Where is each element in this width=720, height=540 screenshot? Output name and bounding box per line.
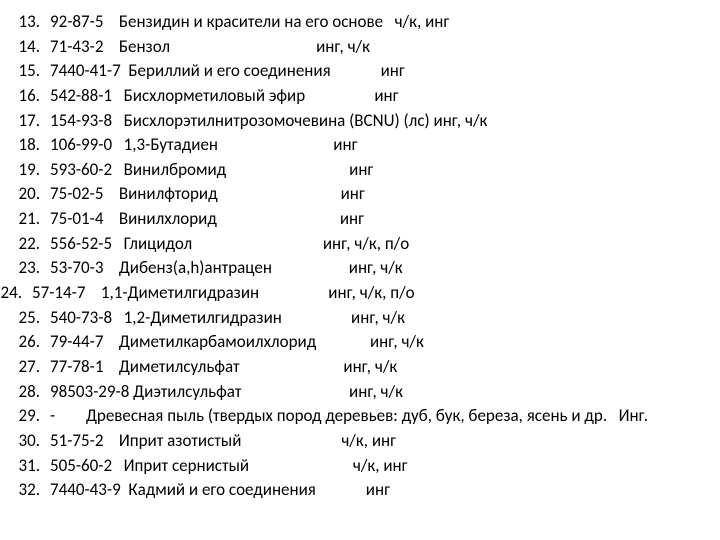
- item-text: 542-88-1 Бисхлорметиловый эфир инг: [50, 84, 710, 109]
- item-text: 92-87-5 Бензидин и красители на его осно…: [50, 10, 710, 35]
- list-item: 18.106-99-0 1,3-Бутадиен инг: [0, 133, 710, 158]
- item-text: 505-60-2 Иприт сернистый ч/к, инг: [50, 454, 710, 479]
- item-text: 556-52-5 Глицидол инг, ч/к, п/о: [50, 232, 710, 257]
- item-number: 25.: [0, 306, 50, 331]
- item-text: 77-78-1 Диметилсульфат инг, ч/к: [50, 355, 710, 380]
- item-text: 540-73-8 1,2-Диметилгидразин инг, ч/к: [50, 306, 710, 331]
- list-item: 29.- Древесная пыль (твердых пород дерев…: [0, 404, 710, 429]
- list-item: 14.71-43-2 Бензол инг, ч/к: [0, 35, 710, 60]
- list-item: 19.593-60-2 Винилбромид инг: [0, 158, 710, 183]
- document-page: 13.92-87-5 Бензидин и красители на его о…: [0, 0, 720, 503]
- item-number: 17.: [0, 109, 50, 134]
- item-text: 57-14-7 1,1-Диметилгидразин инг, ч/к, п/…: [32, 281, 710, 306]
- list-item: 26.79-44-7 Диметилкарбамоилхлорид инг, ч…: [0, 330, 710, 355]
- item-text: 7440-41-7 Бериллий и его соединения инг: [50, 59, 710, 84]
- item-number: 16.: [0, 84, 50, 109]
- list-item: 32.7440-43-9 Кадмий и его соединения инг: [0, 478, 710, 503]
- item-text: 154-93-8 Бисхлорэтилнитрозомочевина (BCN…: [50, 109, 710, 134]
- item-text: 106-99-0 1,3-Бутадиен инг: [50, 133, 710, 158]
- item-number: 22.: [0, 232, 50, 257]
- chemical-list: 13.92-87-5 Бензидин и красители на его о…: [0, 10, 720, 503]
- list-item: 16.542-88-1 Бисхлорметиловый эфир инг: [0, 84, 710, 109]
- item-number: 21.: [0, 207, 50, 232]
- item-text: 7440-43-9 Кадмий и его соединения инг: [50, 478, 710, 503]
- list-item: 13.92-87-5 Бензидин и красители на его о…: [0, 10, 710, 35]
- list-item: 22.556-52-5 Глицидол инг, ч/к, п/о: [0, 232, 710, 257]
- list-item: 17.154-93-8 Бисхлорэтилнитрозомочевина (…: [0, 109, 710, 134]
- item-number: 18.: [0, 133, 50, 158]
- item-number: 32.: [0, 478, 50, 503]
- item-number: 26.: [0, 330, 50, 355]
- item-text: 75-02-5 Винилфторид инг: [50, 182, 710, 207]
- item-number: 20.: [0, 182, 50, 207]
- item-number: 23.: [0, 256, 50, 281]
- list-item: 15.7440-41-7 Бериллий и его соединения и…: [0, 59, 710, 84]
- item-number: 19.: [0, 158, 50, 183]
- item-number: 28.: [0, 380, 50, 405]
- list-item: 27.77-78-1 Диметилсульфат инг, ч/к: [0, 355, 710, 380]
- list-item: 31.505-60-2 Иприт сернистый ч/к, инг: [0, 454, 710, 479]
- list-item: 24.57-14-7 1,1-Диметилгидразин инг, ч/к,…: [0, 281, 710, 306]
- list-item: 21.75-01-4 Винилхлорид инг: [0, 207, 710, 232]
- item-number: 14.: [0, 35, 50, 60]
- list-item: 25.540-73-8 1,2-Диметилгидразин инг, ч/к: [0, 306, 710, 331]
- item-number: 29.: [0, 404, 50, 429]
- item-text: 53-70-3 Дибенз(a,h)антрацен инг, ч/к: [50, 256, 710, 281]
- list-item: 20.75-02-5 Винилфторид инг: [0, 182, 710, 207]
- item-text: 98503-29-8 Диэтилсульфат инг, ч/к: [50, 380, 710, 405]
- item-number: 13.: [0, 10, 50, 35]
- list-item: 23.53-70-3 Дибенз(a,h)антрацен инг, ч/к: [0, 256, 710, 281]
- item-number: 30.: [0, 429, 50, 454]
- item-text: - Древесная пыль (твердых пород деревьев…: [50, 404, 710, 429]
- item-text: 71-43-2 Бензол инг, ч/к: [50, 35, 710, 60]
- item-number: 15.: [0, 59, 50, 84]
- item-text: 79-44-7 Диметилкарбамоилхлорид инг, ч/к: [50, 330, 710, 355]
- list-item: 30.51-75-2 Иприт азотистый ч/к, инг: [0, 429, 710, 454]
- item-number: 27.: [0, 355, 50, 380]
- item-number: 31.: [0, 454, 50, 479]
- item-text: 75-01-4 Винилхлорид инг: [50, 207, 710, 232]
- item-text: 593-60-2 Винилбромид инг: [50, 158, 710, 183]
- list-item: 28.98503-29-8 Диэтилсульфат инг, ч/к: [0, 380, 710, 405]
- item-text: 51-75-2 Иприт азотистый ч/к, инг: [50, 429, 710, 454]
- item-number: 24.: [0, 281, 32, 306]
